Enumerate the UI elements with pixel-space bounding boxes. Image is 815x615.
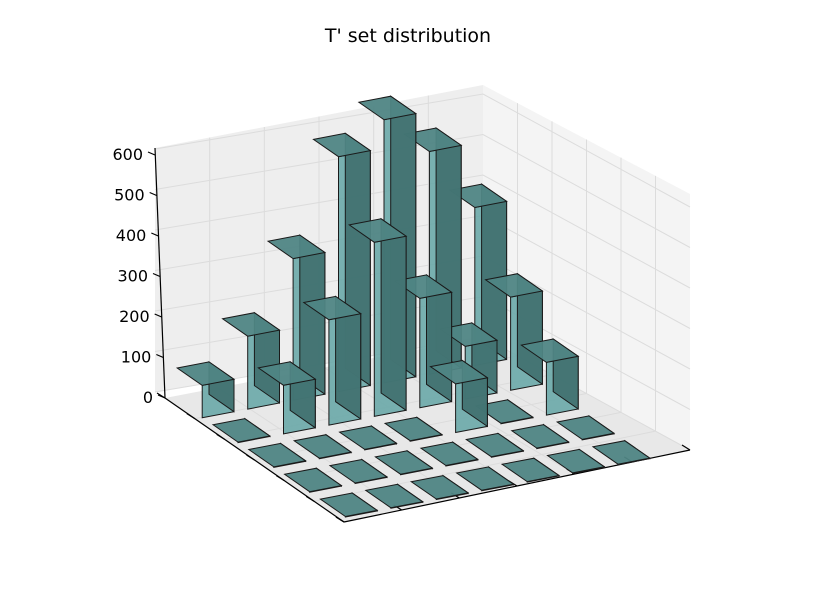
bar <box>591 439 652 466</box>
bar-top-face <box>338 425 398 450</box>
bar-top-face <box>364 483 424 509</box>
bar-top-face <box>383 416 444 442</box>
bar-side-face <box>380 217 407 412</box>
y-axis-tick <box>276 475 285 482</box>
bar-top-face <box>257 361 317 386</box>
bar <box>520 338 580 416</box>
z-axis-tick <box>156 353 164 359</box>
bar <box>429 359 489 434</box>
bar-top-face <box>429 359 489 385</box>
bar <box>328 458 389 485</box>
x-axis-tick <box>681 444 691 451</box>
bar-top-face <box>403 127 463 153</box>
bar-top-face <box>266 234 327 260</box>
y-axis-tick <box>216 433 225 440</box>
bar-top-face <box>211 418 272 443</box>
bar-top-face <box>520 338 580 363</box>
bar-top-face <box>328 458 389 484</box>
bar-top-face <box>374 450 434 475</box>
bar-top-face <box>484 273 544 298</box>
z-tick-label: 400 <box>116 226 147 245</box>
bar <box>292 433 353 460</box>
bar <box>211 417 272 444</box>
bar <box>465 432 525 458</box>
bar-top-face <box>546 448 606 474</box>
bar-top-face <box>555 415 616 440</box>
z-axis-tick <box>157 394 166 399</box>
y-axis-tick <box>335 516 345 523</box>
bar <box>319 492 379 518</box>
z-axis-line <box>154 147 166 399</box>
chart-bars <box>175 95 652 518</box>
bar <box>510 423 570 450</box>
bar-top-face <box>438 322 499 347</box>
z-tick-label: 300 <box>117 267 148 286</box>
z-axis-tick <box>151 232 159 237</box>
bar-top-face <box>221 312 281 337</box>
bar-top-face <box>393 274 453 299</box>
bar-top-face <box>292 434 353 459</box>
bar <box>409 474 470 501</box>
bar-top-face <box>591 440 652 465</box>
y-axis-tick <box>246 454 255 461</box>
bar <box>247 442 307 469</box>
bar <box>348 217 408 418</box>
y-axis-tick <box>186 413 196 420</box>
y-axis-tick <box>305 495 315 502</box>
bar <box>383 416 444 442</box>
bar-top-face <box>419 441 479 467</box>
bar-top-face <box>319 492 379 518</box>
bar-top-face <box>510 424 570 449</box>
bar <box>546 448 606 475</box>
z-axis-tick <box>147 151 156 156</box>
bar <box>555 414 616 441</box>
bar <box>364 483 424 509</box>
bar <box>302 295 362 426</box>
z-axis-ticks: 0 100 200 300 400 500 600 <box>112 145 166 407</box>
bar <box>455 465 515 492</box>
bar-top-face <box>500 457 561 483</box>
z-tick-label: 200 <box>119 307 150 326</box>
bar-top-face <box>302 295 362 321</box>
bar-top-face <box>247 442 307 468</box>
bar-top-face <box>474 399 535 424</box>
bar-top-face <box>448 183 508 209</box>
bar <box>283 467 343 493</box>
bar-top-face <box>465 432 525 458</box>
bar-top-face <box>409 475 470 500</box>
bar <box>474 398 535 425</box>
bar <box>374 449 434 476</box>
bar <box>175 360 236 419</box>
bar <box>484 272 544 391</box>
bar <box>500 457 561 483</box>
bar-top-face <box>455 466 515 491</box>
z-tick-label: 500 <box>114 186 145 205</box>
chart-title: T' set distribution <box>324 25 491 47</box>
bar-top-face <box>175 361 236 386</box>
bar-top-face <box>348 218 408 243</box>
z-axis-tick <box>154 313 162 318</box>
bar <box>338 425 398 451</box>
bar-top-face <box>312 132 372 158</box>
z-tick-label: 100 <box>121 348 152 367</box>
z-tick-label: 600 <box>112 145 143 164</box>
bar-top-face <box>283 467 343 493</box>
bar <box>419 441 479 467</box>
z-axis-tick <box>149 191 157 197</box>
bar <box>257 360 317 435</box>
z-tick-label: 0 <box>143 388 153 407</box>
z-axis-tick <box>152 272 161 278</box>
bar-top-face <box>357 95 418 121</box>
